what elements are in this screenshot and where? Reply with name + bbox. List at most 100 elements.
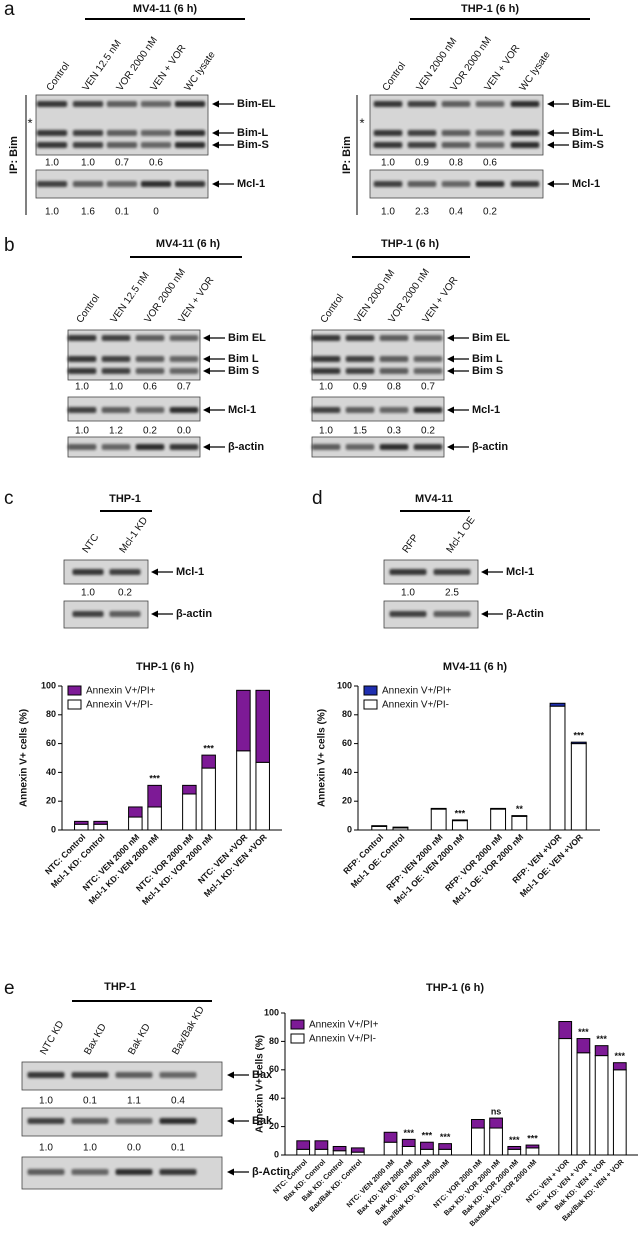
quant-value: 0.4 (449, 207, 463, 218)
bar-segment (594, 1055, 609, 1156)
quant-value: 0.2 (143, 426, 157, 437)
band (27, 1072, 65, 1078)
significance: *** (455, 808, 466, 818)
band (345, 407, 375, 413)
bar-segment (74, 823, 89, 831)
y-axis-label: Annexin V+ cells (%) (317, 709, 328, 807)
lane-label: VEN + VOR (177, 275, 217, 325)
lane-label: Mcl-1 KD (118, 515, 151, 555)
band-label: β-actin (228, 441, 264, 453)
band (311, 407, 341, 413)
bar-segment (612, 1062, 627, 1071)
band (106, 142, 138, 148)
band (413, 335, 443, 341)
arrow-head (227, 1168, 234, 1176)
bar-segment (236, 750, 251, 831)
band (71, 1169, 109, 1175)
band (311, 356, 341, 362)
bar-segment (420, 1141, 434, 1150)
band (109, 569, 141, 575)
panel-letter: b (4, 235, 15, 256)
band (407, 101, 437, 107)
quant-value: 0.4 (171, 1096, 185, 1107)
band (413, 407, 443, 413)
quant-value: 0 (153, 207, 159, 218)
arrow-head (447, 443, 454, 451)
band-label: Bim EL (472, 332, 510, 344)
y-tick-label: 100 (337, 680, 352, 690)
band-label: β-Actin (252, 1166, 290, 1178)
y-tick-label: 20 (342, 796, 352, 806)
significance: *** (596, 1034, 607, 1044)
band (72, 101, 104, 107)
bar-segment (383, 1141, 398, 1156)
bar-segment (525, 1144, 540, 1149)
band (72, 130, 104, 136)
band (373, 142, 403, 148)
quant-value: 0.1 (171, 1143, 185, 1154)
band-label: Bim-S (237, 139, 269, 151)
significance: *** (440, 1132, 451, 1142)
bar-segment (201, 754, 216, 769)
significance: *** (615, 1051, 626, 1061)
legend-label: Annexin V+/PI- (382, 700, 449, 711)
quant-value: 1.0 (319, 426, 333, 437)
band (510, 101, 540, 107)
arrow-head (151, 610, 158, 618)
band (413, 356, 443, 362)
bar-segment (549, 702, 566, 707)
band (140, 101, 172, 107)
quant-value: 0.0 (177, 426, 191, 437)
lane-label: Control (381, 61, 409, 94)
band (101, 335, 131, 341)
band (413, 444, 443, 450)
bar-segment (490, 808, 507, 831)
band-label: Bak (252, 1115, 273, 1127)
band (106, 101, 138, 107)
band (510, 130, 540, 136)
bar-segment (236, 689, 251, 752)
bar-segment (489, 1127, 503, 1156)
quant-value: 1.0 (401, 588, 415, 599)
band (407, 142, 437, 148)
bar-segment (93, 820, 108, 825)
blot-header: MV4-11 (6 h) (156, 238, 221, 250)
band (36, 130, 68, 136)
band (140, 181, 172, 187)
band (72, 569, 104, 575)
bar-segment (401, 1138, 416, 1147)
y-tick-label: 100 (41, 680, 56, 690)
lane-label: Control (75, 293, 103, 326)
chart-title: THP-1 (6 h) (426, 982, 484, 994)
lane-label: Control (319, 293, 347, 326)
arrow-head (447, 355, 454, 363)
quant-value: 0.2 (421, 426, 435, 437)
band-label: β-Actin (506, 608, 544, 620)
bar-segment (451, 820, 468, 831)
chart-title: MV4-11 (6 h) (443, 661, 508, 673)
band (140, 130, 172, 136)
side-label: IP: Bim (341, 136, 353, 174)
y-tick-label: 80 (46, 709, 56, 719)
quant-value: 0.2 (118, 588, 132, 599)
bar-segment (392, 826, 409, 829)
legend-label: Annexin V+/PI+ (382, 686, 452, 697)
legend-swatch (363, 699, 378, 710)
band-label: Mcl-1 (572, 178, 600, 190)
band-label: Bim L (228, 353, 259, 365)
marker: * (359, 115, 364, 130)
band (311, 368, 341, 374)
bar-segment (576, 1038, 591, 1054)
blot-header: MV4-11 (415, 493, 453, 505)
significance: *** (149, 774, 160, 784)
lane-label: Control (45, 61, 73, 94)
bar-segment (525, 1147, 540, 1156)
bar-segment (570, 743, 587, 831)
bar-segment (401, 1145, 416, 1156)
bar-segment (558, 1038, 573, 1156)
band (101, 356, 131, 362)
quant-value: 1.0 (109, 382, 123, 393)
bar-segment (296, 1148, 311, 1156)
legend-swatch (290, 1019, 305, 1030)
band-label: Mcl-1 (472, 404, 500, 416)
